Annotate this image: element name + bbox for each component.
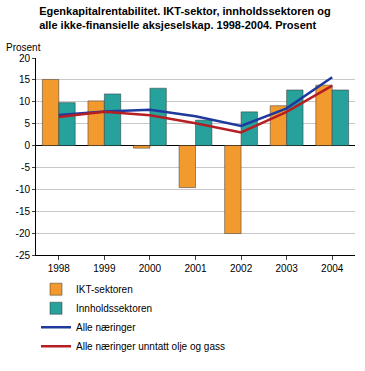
svg-text:Alle næringer: Alle næringer xyxy=(76,322,136,333)
svg-text:2002: 2002 xyxy=(230,263,253,274)
svg-text:-20: -20 xyxy=(16,228,31,239)
svg-text:-25: -25 xyxy=(16,250,31,261)
svg-text:Egenkapitalrentabilitet. IKT-s: Egenkapitalrentabilitet. IKT-sektor, inn… xyxy=(39,5,331,31)
svg-text:2001: 2001 xyxy=(184,263,207,274)
svg-text:Prosent: Prosent xyxy=(6,42,41,53)
svg-text:10: 10 xyxy=(19,96,31,107)
svg-text:5: 5 xyxy=(24,118,30,129)
svg-text:IKT-sektoren: IKT-sektoren xyxy=(76,284,133,295)
svg-text:2004: 2004 xyxy=(321,263,344,274)
svg-text:0: 0 xyxy=(24,140,30,151)
svg-text:-5: -5 xyxy=(21,162,30,173)
svg-text:15: 15 xyxy=(19,74,31,85)
svg-text:1999: 1999 xyxy=(93,263,116,274)
svg-text:-15: -15 xyxy=(16,206,31,217)
svg-text:-10: -10 xyxy=(16,184,31,195)
svg-text:2000: 2000 xyxy=(139,263,162,274)
svg-text:2003: 2003 xyxy=(276,263,299,274)
svg-text:20: 20 xyxy=(19,53,31,64)
svg-text:Alle næringer unntatt olje og: Alle næringer unntatt olje og gass xyxy=(76,341,225,352)
svg-text:1998: 1998 xyxy=(48,263,71,274)
svg-text:Innholdssektoren: Innholdssektoren xyxy=(76,303,152,314)
